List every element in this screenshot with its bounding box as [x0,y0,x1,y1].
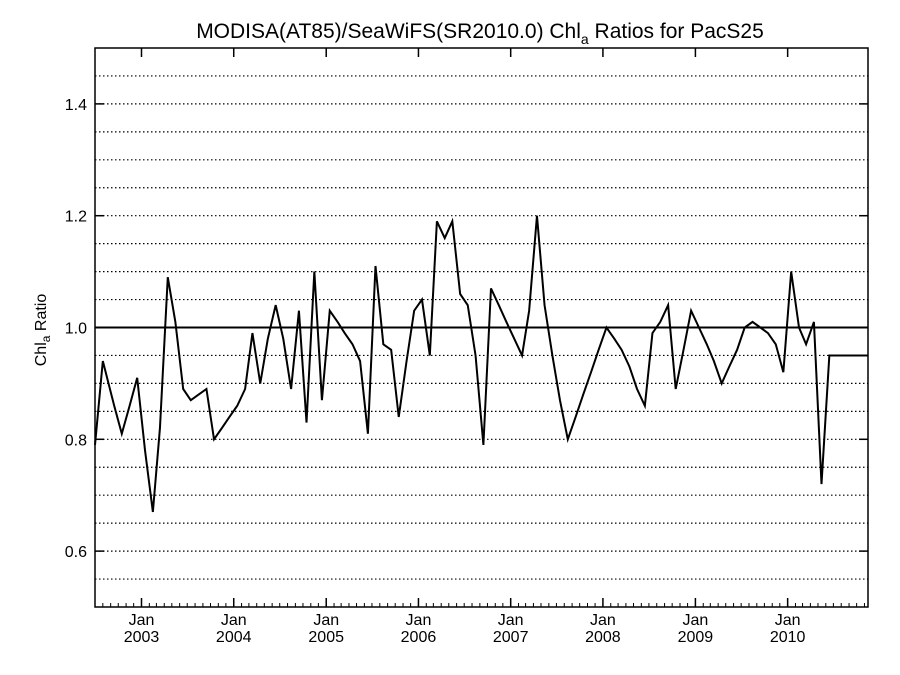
x-tick-label-month: Jan [683,612,709,629]
x-tick-label-year: 2008 [585,629,621,646]
y-axis-label-subscript: a [39,335,53,342]
x-tick-label-month: Jan [498,612,524,629]
x-ticks: Jan2003Jan2004Jan2005Jan2006Jan2007Jan20… [102,48,865,646]
x-tick-label-year: 2009 [678,629,714,646]
chart-title-suffix: Ratios for PacS25 [589,20,764,43]
x-tick-label-year: 2005 [308,629,344,646]
x-tick-label-month: Jan [129,612,155,629]
x-tick-label-month: Jan [406,612,432,629]
gridlines [95,75,868,580]
y-tick-label: 0.6 [65,544,87,561]
x-tick-label-year: 2004 [216,629,252,646]
x-tick-label-year: 2007 [493,629,529,646]
series-line [94,215,868,513]
x-tick-label-month: Jan [313,612,339,629]
chart-title-main: MODISA(AT85)/SeaWiFS(SR2010.0) Chl [196,20,581,43]
y-tick-label: 1.0 [65,321,87,338]
y-axis-label-main: Chl [33,342,50,366]
x-tick-label-month: Jan [221,612,247,629]
y-axis-label: Chla Ratio [33,294,53,367]
chart-title: MODISA(AT85)/SeaWiFS(SR2010.0) Chla Rati… [196,20,764,47]
series-layer [94,215,868,513]
x-tick-label-year: 2003 [124,629,160,646]
y-tick-label: 0.8 [65,432,87,449]
y-axis-label-suffix: Ratio [33,294,50,336]
x-tick-label-month: Jan [775,612,801,629]
y-tick-label: 1.4 [65,97,87,114]
chart-title-subscript: a [581,31,589,47]
y-ticks: 0.6 0.8 1.0 1.2 1.4 [65,97,868,561]
x-tick-label-year: 2006 [401,629,437,646]
y-tick-label: 1.2 [65,209,87,226]
x-tick-label-month: Jan [590,612,616,629]
x-tick-label-year: 2010 [770,629,806,646]
